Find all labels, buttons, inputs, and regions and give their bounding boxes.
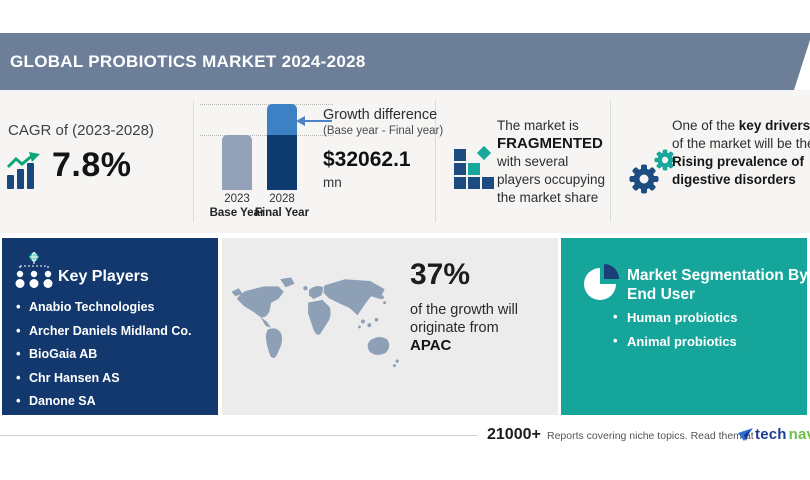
apac-percent: 37% (410, 258, 471, 291)
cagr-label: CAGR of (2023-2028) (8, 122, 154, 139)
key-drivers-section: One of the key drivers of the market wil… (610, 90, 810, 233)
key-players-panel: Key Players Anabio Technologies Archer D… (2, 238, 218, 416)
list-item: Danone SA (16, 393, 192, 408)
cagr-value: 7.8% (52, 146, 132, 184)
growth-difference-subtitle: (Base year - Final year) (323, 125, 444, 137)
page-title: GLOBAL PROBIOTICS MARKET 2024-2028 (10, 52, 366, 71)
base-year: 2023 (224, 193, 250, 205)
growth-bars-icon (6, 152, 40, 189)
segmentation-title: Market Segmentation By End User (627, 266, 808, 304)
final-year-sub: Final Year (254, 207, 310, 219)
divider (435, 100, 436, 222)
drivers-line2: of the market will be the (672, 136, 810, 151)
bar-label-2023: 2023 Base Year (197, 192, 277, 220)
blocks-icon (454, 146, 494, 189)
bar-label-2028: 2028 Final Year (242, 192, 322, 220)
final-year: 2028 (269, 193, 295, 205)
drivers-line1-normal: One of the (672, 118, 739, 133)
frag-line5: the market share (497, 190, 599, 205)
pie-chart-icon (584, 264, 619, 300)
logo-text-tech: tech (755, 426, 787, 443)
key-drivers-text: One of the key drivers of the market wil… (672, 117, 810, 189)
cagr-section: CAGR of (2023-2028) 7.8% (0, 90, 193, 233)
list-item: Human probiotics (613, 309, 738, 325)
org-network-icon (15, 252, 53, 288)
apac-line2: originate from (410, 319, 499, 336)
bar-2028-base-segment (267, 135, 297, 190)
gridline-base (200, 135, 333, 136)
apac-line1: of the growth will (410, 302, 518, 318)
list-item: Anabio Technologies (16, 299, 192, 314)
technavio-logo[interactable]: technavio (738, 426, 810, 443)
growth-difference-value: $32062.1 (323, 148, 411, 171)
apac-text: of the growth will originate from APAC (410, 302, 518, 355)
frag-line3: with several (497, 154, 569, 169)
gridline-final (200, 104, 333, 105)
drivers-line3: Rising prevalence of (672, 154, 805, 169)
world-map (231, 277, 399, 368)
footer: 21000+ Reports covering niche topics. Re… (0, 415, 810, 480)
market-structure-section: The market is FRAGMENTED with several pl… (435, 90, 610, 233)
bar-2028-growth-segment (267, 104, 297, 135)
report-count: 21000+ (487, 426, 541, 443)
footer-caption: Reports covering niche topics. Read them… (547, 430, 754, 442)
stats-band: CAGR of (2023-2028) 7.8% 2023 Base Ye (0, 90, 810, 233)
frag-line1: The market is (497, 118, 579, 133)
header-corner-notch (794, 40, 810, 90)
growth-chart-section: 2023 Base Year 2028 Final Year Growth di… (193, 90, 443, 233)
divider (610, 100, 611, 222)
list-item: Animal probiotics (613, 333, 738, 349)
bar-2023 (222, 135, 252, 190)
segmentation-title-line1: Market Segmentation By (627, 267, 808, 284)
drivers-line4: digestive disorders (672, 172, 796, 187)
frag-line4: players occupying (497, 172, 606, 187)
growth-arrow-line (305, 120, 332, 122)
key-players-title: Key Players (58, 268, 149, 285)
segmentation-title-line2: End User (627, 286, 696, 303)
list-item: Archer Daniels Midland Co. (16, 323, 192, 338)
list-item: Chr Hansen AS (16, 370, 192, 385)
growth-difference-unit: mn (323, 175, 342, 190)
apac-region: APAC (410, 337, 452, 354)
frag-keyword: FRAGMENTED (497, 135, 603, 152)
logo-text-navio: navio (788, 426, 810, 443)
key-players-list: Anabio Technologies Archer Daniels Midla… (16, 299, 192, 418)
header-bar: GLOBAL PROBIOTICS MARKET 2024-2028 (0, 33, 810, 90)
gears-icon (629, 149, 676, 194)
list-item: BioGaia AB (16, 346, 192, 361)
drivers-line1: One of the key drivers (672, 117, 810, 135)
growth-difference-title: Growth difference (323, 107, 438, 123)
divider (193, 100, 194, 222)
footer-leader-line (0, 435, 478, 436)
base-year-sub: Base Year (209, 207, 265, 219)
drivers-line1-bold: key drivers (738, 118, 810, 133)
regional-growth-panel: 37% of the growth will originate from AP… (222, 238, 558, 416)
growth-arrow-icon (296, 116, 305, 126)
market-structure-text: The market is FRAGMENTED with several pl… (497, 117, 605, 207)
technavio-arrow-icon (738, 427, 753, 441)
segmentation-list: Human probiotics Animal probiotics (613, 309, 738, 358)
segmentation-panel: Market Segmentation By End User Human pr… (561, 238, 808, 416)
